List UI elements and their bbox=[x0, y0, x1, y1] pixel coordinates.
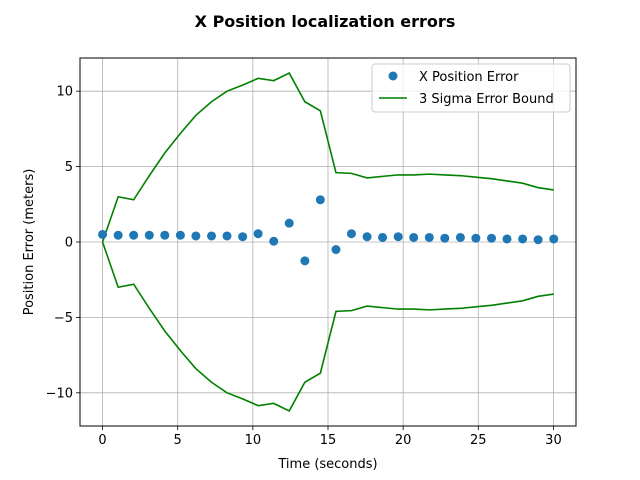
x-tick-label: 0 bbox=[98, 433, 106, 448]
error-point bbox=[191, 231, 201, 241]
y-axis-ticks: −10 −5 0 5 10 bbox=[46, 85, 80, 401]
x-tick-label: 30 bbox=[545, 433, 562, 448]
error-point bbox=[300, 256, 310, 266]
legend-label-bound: 3 Sigma Error Bound bbox=[419, 92, 554, 107]
error-point bbox=[346, 229, 356, 239]
x-axis-label: Time (seconds) bbox=[277, 457, 377, 472]
error-point bbox=[144, 230, 154, 240]
legend-box bbox=[371, 63, 571, 113]
error-point bbox=[424, 232, 434, 242]
legend: X Position Error 3 Sigma Error Bound bbox=[371, 63, 571, 113]
lower-bound-line bbox=[101, 241, 554, 412]
y-tick-label: −5 bbox=[54, 311, 73, 326]
plot-area: 0 5 10 15 20 25 30 −10 −5 0 5 10 bbox=[46, 57, 577, 448]
x-tick-label: 15 bbox=[320, 433, 337, 448]
error-point bbox=[238, 232, 248, 242]
x-axis-ticks: 0 5 10 15 20 25 30 bbox=[98, 426, 562, 448]
error-point bbox=[331, 245, 341, 255]
x-tick-label: 25 bbox=[470, 433, 487, 448]
error-point bbox=[393, 232, 403, 242]
x-tick-label: 5 bbox=[174, 433, 182, 448]
upper-bound-line bbox=[101, 72, 554, 243]
legend-label-scatter: X Position Error bbox=[419, 70, 519, 85]
error-point bbox=[160, 230, 170, 240]
y-tick-label: 0 bbox=[65, 236, 73, 251]
error-point bbox=[409, 232, 419, 242]
error-point bbox=[549, 234, 559, 244]
y-tick-label: 10 bbox=[56, 85, 73, 100]
y-tick-label: −10 bbox=[46, 386, 73, 401]
error-point bbox=[455, 232, 465, 242]
error-point bbox=[175, 230, 185, 240]
error-point bbox=[113, 230, 123, 240]
y-tick-label: 5 bbox=[65, 160, 73, 175]
error-point bbox=[362, 232, 372, 242]
chart-title: X Position localization errors bbox=[195, 12, 456, 31]
error-point bbox=[471, 233, 481, 243]
error-point bbox=[129, 230, 139, 240]
error-point bbox=[502, 234, 512, 244]
x-tick-label: 10 bbox=[245, 433, 262, 448]
error-point bbox=[315, 195, 325, 205]
error-point bbox=[253, 229, 263, 239]
error-point bbox=[440, 233, 450, 243]
error-point bbox=[207, 231, 217, 241]
bound-lines bbox=[101, 72, 554, 412]
error-point bbox=[269, 236, 279, 246]
error-point bbox=[222, 231, 232, 241]
error-point bbox=[378, 232, 388, 242]
error-point bbox=[533, 235, 543, 245]
x-tick-label: 20 bbox=[395, 433, 412, 448]
error-point bbox=[98, 229, 108, 239]
scatter-points bbox=[98, 195, 559, 266]
y-axis-label: Position Error (meters) bbox=[22, 169, 37, 316]
legend-marker-scatter bbox=[388, 71, 398, 81]
error-point bbox=[487, 233, 497, 243]
error-point bbox=[518, 234, 528, 244]
error-point bbox=[284, 218, 294, 228]
